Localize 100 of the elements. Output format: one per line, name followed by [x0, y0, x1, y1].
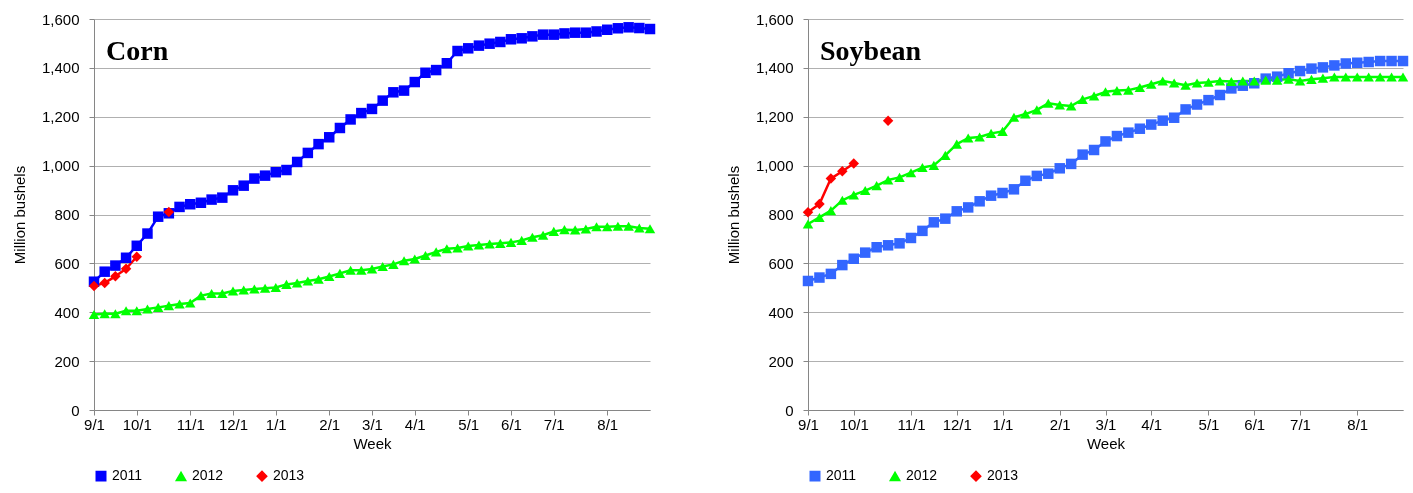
point — [174, 299, 185, 309]
point — [184, 298, 196, 308]
point — [1088, 91, 1100, 101]
point — [1214, 89, 1226, 101]
point — [1065, 101, 1077, 111]
point — [928, 217, 940, 228]
point — [88, 309, 100, 319]
point — [238, 180, 249, 191]
point — [825, 268, 837, 280]
point — [848, 253, 860, 264]
point — [1123, 85, 1134, 95]
x-tick-label: 4/1 — [404, 415, 426, 433]
point — [1317, 73, 1329, 83]
point — [174, 201, 185, 213]
point — [1054, 163, 1065, 174]
y-tick-label: 1,200 — [41, 108, 80, 126]
x-tick-label: 3/1 — [1095, 415, 1117, 433]
point — [1306, 74, 1317, 84]
point — [430, 64, 442, 76]
text: Corn — [106, 35, 169, 66]
point — [120, 263, 132, 274]
point — [1020, 175, 1031, 187]
y-tick-label: 600 — [54, 254, 80, 272]
text: Soybean — [820, 35, 922, 66]
point — [1271, 75, 1283, 85]
point — [548, 29, 560, 40]
point — [120, 306, 132, 316]
point — [917, 163, 928, 173]
point — [206, 194, 217, 205]
point — [1191, 78, 1203, 88]
point — [377, 262, 388, 272]
point — [462, 241, 474, 251]
point — [814, 272, 825, 283]
point — [962, 133, 974, 143]
y-tick-label: 200 — [768, 352, 794, 370]
point — [1008, 184, 1020, 195]
point — [527, 31, 538, 42]
point — [195, 197, 207, 209]
point — [997, 187, 1008, 199]
point — [623, 22, 634, 33]
y-tick-label: 1,000 — [755, 157, 794, 175]
point — [377, 95, 388, 106]
point — [1294, 65, 1306, 77]
point — [195, 291, 207, 301]
x-tick-label: 3/1 — [362, 415, 383, 433]
point — [1340, 58, 1352, 69]
point — [601, 222, 613, 232]
point — [974, 132, 985, 142]
point — [88, 280, 100, 292]
point — [409, 254, 421, 264]
y-tick-label: 1,400 — [41, 59, 80, 77]
point — [1008, 112, 1020, 122]
point — [110, 260, 121, 271]
point — [928, 160, 940, 170]
x-axis-title: Week — [353, 434, 393, 452]
point — [623, 221, 634, 231]
point — [152, 211, 164, 222]
y-tick-label: 600 — [768, 254, 794, 272]
point — [1351, 57, 1363, 68]
x-tick-label: 2/1 — [1049, 415, 1071, 433]
y-tick-label: 1,400 — [755, 59, 794, 77]
point — [441, 57, 453, 69]
point — [837, 259, 848, 271]
x-tick-label: 8/1 — [597, 415, 619, 433]
point — [452, 243, 463, 253]
point — [409, 76, 421, 88]
point — [1146, 119, 1157, 130]
point — [1203, 94, 1214, 106]
point — [398, 85, 410, 96]
point — [1054, 100, 1065, 110]
y-tick-label: 800 — [768, 206, 794, 223]
point — [281, 164, 292, 176]
point — [99, 266, 110, 277]
point — [1363, 56, 1374, 68]
point — [802, 219, 814, 229]
point — [644, 23, 656, 35]
point — [802, 207, 814, 218]
x-tick-label: 12/1 — [942, 415, 972, 433]
point — [580, 27, 592, 38]
point — [206, 288, 217, 298]
x-tick-label: 5/1 — [1198, 415, 1220, 433]
point — [894, 172, 905, 182]
point — [163, 301, 175, 311]
point — [951, 206, 962, 217]
point — [802, 275, 814, 287]
point — [1386, 55, 1397, 67]
y-tick-label: 200 — [54, 352, 80, 370]
point — [882, 175, 894, 185]
point — [644, 224, 656, 234]
point — [1077, 94, 1088, 104]
point — [441, 244, 453, 254]
point — [601, 24, 613, 35]
point — [859, 186, 871, 196]
point — [905, 232, 917, 244]
point — [516, 33, 527, 44]
point — [1397, 55, 1409, 67]
point — [313, 138, 324, 150]
point — [259, 170, 271, 181]
point — [334, 268, 346, 278]
legend-label: 2013 — [987, 467, 1019, 484]
